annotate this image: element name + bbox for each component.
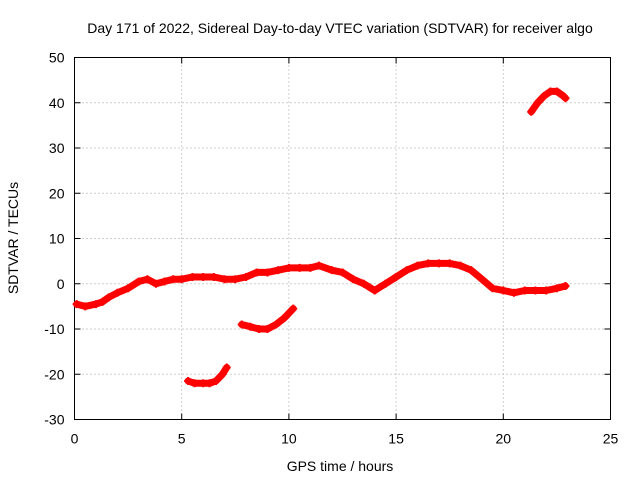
y-tick-label: 40: [49, 95, 65, 111]
data-point: [205, 379, 214, 388]
data-point: [151, 279, 160, 288]
y-tick-label: 30: [49, 140, 65, 156]
data-series: [72, 87, 570, 388]
data-point: [177, 275, 186, 284]
x-tick-label: 10: [281, 431, 297, 447]
chart-title: Day 171 of 2022, Sidereal Day-to-day VTE…: [87, 20, 593, 36]
data-point: [184, 377, 193, 386]
data-point: [327, 266, 336, 275]
data-point: [289, 304, 298, 313]
data-point: [381, 279, 390, 288]
data-point: [160, 277, 169, 286]
data-point: [561, 94, 570, 103]
y-tick-label: -20: [44, 366, 64, 382]
data-point: [98, 297, 107, 306]
data-point: [252, 268, 261, 277]
x-tick-label: 0: [71, 431, 79, 447]
data-point: [220, 275, 229, 284]
data-point: [263, 268, 272, 277]
y-tick-label: -10: [44, 321, 64, 337]
data-point: [242, 272, 251, 281]
data-point: [72, 300, 81, 309]
data-point: [272, 320, 281, 329]
data-point: [188, 272, 197, 281]
data-point: [540, 91, 549, 100]
data-point: [231, 275, 240, 284]
grid: [74, 57, 611, 420]
data-point: [113, 288, 122, 297]
series-main-trace: [72, 259, 570, 311]
data-point: [199, 272, 208, 281]
data-point: [306, 263, 315, 272]
data-point: [370, 286, 379, 295]
data-point: [209, 272, 218, 281]
data-point: [510, 288, 519, 297]
data-point: [263, 325, 272, 333]
data-point: [104, 293, 113, 302]
data-point: [284, 263, 293, 272]
data-point: [169, 275, 178, 284]
data-point: [542, 286, 551, 295]
series-segment-mid: [237, 304, 298, 333]
data-point: [274, 266, 283, 275]
x-tick-label: 5: [178, 431, 186, 447]
y-axis-label: SDTVAR / TECUs: [5, 182, 21, 294]
x-tick-label: 15: [388, 431, 404, 447]
data-point: [424, 259, 433, 268]
data-point: [531, 286, 540, 295]
data-point: [499, 286, 508, 295]
series-segment-low: [184, 363, 231, 388]
data-point: [124, 284, 133, 293]
data-point: [392, 272, 401, 281]
data-point: [338, 268, 347, 277]
data-point: [434, 259, 443, 268]
data-point: [467, 266, 476, 275]
data-point: [488, 284, 497, 293]
y-tick-label: -30: [44, 412, 64, 428]
data-point: [218, 370, 227, 379]
data-point: [359, 279, 368, 288]
data-point: [280, 313, 289, 322]
y-tick-label: 20: [49, 185, 65, 201]
series-segment-high: [527, 87, 570, 116]
data-point: [295, 263, 304, 272]
data-point: [561, 282, 570, 291]
data-point: [349, 275, 358, 284]
data-point: [552, 284, 561, 293]
data-point: [190, 379, 199, 388]
x-axis-label: GPS time / hours: [287, 458, 394, 474]
series-line: [527, 87, 569, 116]
data-point: [254, 325, 263, 333]
y-tick-label: 50: [49, 50, 65, 66]
data-point: [402, 266, 411, 275]
data-point: [246, 322, 255, 331]
data-point: [237, 320, 246, 329]
data-point: [445, 259, 454, 268]
y-tick-label: 0: [57, 276, 65, 292]
x-tick-label: 25: [603, 431, 619, 447]
data-point: [222, 363, 231, 372]
data-point: [143, 275, 152, 284]
data-point: [456, 261, 465, 270]
data-point: [527, 107, 536, 116]
data-point: [477, 275, 486, 284]
data-point: [314, 261, 323, 270]
data-point: [91, 300, 100, 309]
axes: 0 5 10 15 20 25 -30 -20 -10 0 10 20 30 40 50: [44, 50, 618, 447]
data-point: [552, 87, 561, 96]
x-tick-label: 20: [496, 431, 512, 447]
data-point: [520, 286, 529, 295]
data-point: [533, 98, 542, 107]
y-tick-label: 10: [49, 231, 65, 247]
data-point: [134, 277, 143, 286]
data-point: [212, 377, 221, 386]
data-point: [413, 261, 422, 270]
data-point: [81, 302, 90, 311]
